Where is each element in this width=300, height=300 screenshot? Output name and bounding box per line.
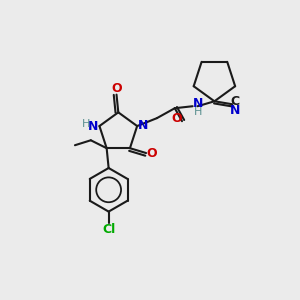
Text: N: N <box>230 104 240 117</box>
Text: H: H <box>81 119 90 129</box>
Text: N: N <box>138 118 148 132</box>
Text: N: N <box>192 97 203 110</box>
Text: N: N <box>88 119 99 133</box>
Text: H: H <box>194 107 202 117</box>
Text: O: O <box>111 82 122 95</box>
Text: O: O <box>147 146 157 160</box>
Text: O: O <box>172 112 182 125</box>
Text: Cl: Cl <box>102 223 115 236</box>
Text: C: C <box>231 95 240 108</box>
